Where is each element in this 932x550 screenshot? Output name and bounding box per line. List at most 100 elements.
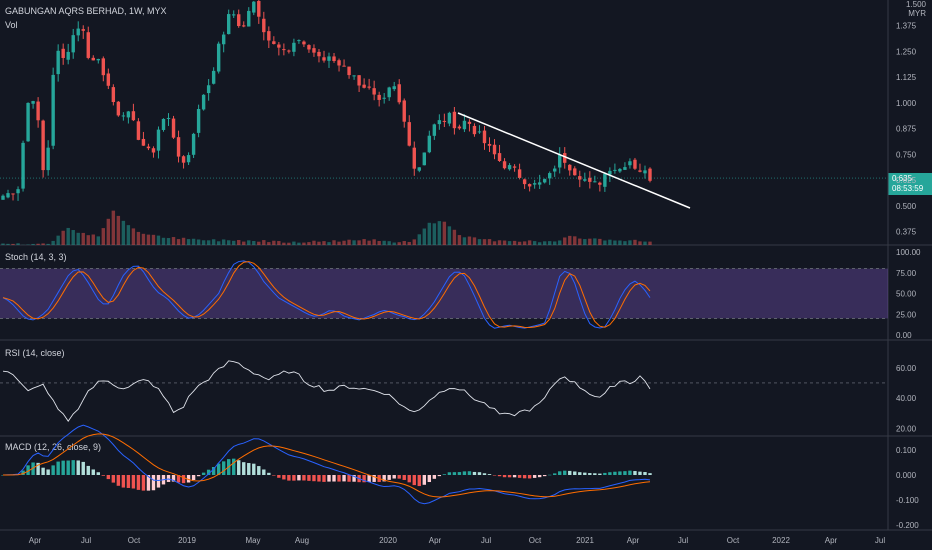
candle-body bbox=[196, 108, 201, 133]
candle-body bbox=[146, 146, 151, 149]
volume-bar bbox=[66, 227, 70, 245]
macd-histogram-bar bbox=[1, 475, 5, 476]
volume-bar bbox=[41, 243, 45, 245]
volume-bar bbox=[397, 242, 401, 245]
volume-bar bbox=[221, 239, 226, 245]
candle-body bbox=[387, 87, 391, 98]
price-tick-label: 0.500 bbox=[896, 202, 917, 211]
macd-tick-label: -0.100 bbox=[896, 496, 919, 505]
candle-body bbox=[76, 28, 80, 36]
macd-histogram-bar bbox=[272, 475, 276, 476]
macd-histogram-bar bbox=[427, 475, 432, 483]
candle-body bbox=[357, 75, 361, 86]
stoch-d-line bbox=[2, 261, 651, 329]
candle-body bbox=[242, 25, 246, 27]
macd-histogram-bar bbox=[262, 469, 266, 475]
x-tick-label: Oct bbox=[529, 536, 542, 545]
macd-histogram-bar bbox=[186, 475, 191, 483]
macd-histogram-bar bbox=[407, 475, 411, 483]
macd-histogram-bar bbox=[532, 475, 537, 478]
macd-histogram-bar bbox=[537, 475, 542, 478]
macd-histogram-bar bbox=[126, 475, 131, 488]
volume-bar bbox=[372, 239, 376, 245]
macd-histogram-bar bbox=[242, 462, 246, 475]
candle-body bbox=[176, 137, 181, 157]
macd-histogram-bar bbox=[502, 475, 507, 478]
candle-body bbox=[608, 170, 612, 175]
stoch-tick-label: 75.00 bbox=[896, 269, 917, 278]
candle-body bbox=[302, 41, 306, 45]
macd-histogram-bar bbox=[507, 475, 512, 478]
volume-bar bbox=[482, 239, 487, 245]
macd-histogram-bar bbox=[512, 475, 517, 478]
stoch-k-line bbox=[2, 260, 651, 329]
x-tick-label: 2020 bbox=[379, 536, 397, 545]
volume-bar bbox=[507, 241, 512, 245]
volume-bar bbox=[427, 222, 432, 245]
candle-body bbox=[502, 161, 507, 169]
x-tick-label: Aug bbox=[295, 536, 309, 545]
candle-body bbox=[407, 122, 411, 146]
candle-body bbox=[347, 66, 351, 76]
volume-bar bbox=[437, 221, 442, 245]
candle-body bbox=[437, 120, 442, 125]
macd-histogram-bar bbox=[447, 472, 452, 475]
candle-body bbox=[31, 101, 35, 104]
candle-body bbox=[91, 57, 95, 61]
macd-histogram-bar bbox=[191, 475, 196, 481]
volume-bar bbox=[101, 228, 106, 245]
macd-histogram-bar bbox=[297, 475, 301, 481]
candle-body bbox=[427, 135, 432, 153]
candle-body bbox=[507, 165, 512, 170]
volume-bar bbox=[156, 235, 161, 245]
macd-histogram-bar bbox=[292, 475, 296, 481]
macd-histogram-bar bbox=[452, 472, 457, 475]
macd-histogram-bar bbox=[608, 472, 612, 475]
volume-bar bbox=[282, 242, 286, 245]
macd-histogram-bar bbox=[21, 470, 25, 475]
candle-body bbox=[497, 153, 502, 162]
macd-histogram-bar bbox=[362, 475, 366, 483]
volume-bar bbox=[643, 241, 647, 245]
macd-histogram-bar bbox=[573, 471, 577, 475]
candle-body bbox=[472, 125, 477, 135]
macd-histogram-bar bbox=[467, 471, 472, 475]
volume-bar bbox=[362, 239, 366, 245]
volume-bar bbox=[367, 240, 371, 245]
macd-histogram-bar bbox=[553, 473, 557, 475]
candle-body bbox=[397, 84, 401, 103]
macd-histogram-bar bbox=[81, 461, 85, 475]
candle-body bbox=[312, 48, 316, 53]
candle-body bbox=[462, 120, 467, 130]
volume-bar bbox=[452, 229, 457, 245]
volume-bar bbox=[467, 236, 472, 245]
volume-bar bbox=[226, 240, 231, 245]
candle-body bbox=[477, 131, 482, 133]
candle-body bbox=[267, 31, 271, 41]
rsi-line bbox=[2, 360, 651, 422]
macd-histogram-bar bbox=[593, 473, 597, 475]
candle-body bbox=[588, 177, 592, 182]
candle-body bbox=[638, 170, 642, 172]
candle-body bbox=[186, 155, 191, 163]
volume-bar bbox=[342, 240, 346, 245]
macd-histogram-bar bbox=[136, 475, 141, 490]
candle-body bbox=[618, 168, 622, 172]
volume-bar bbox=[51, 240, 55, 245]
candle-body bbox=[86, 32, 90, 58]
volume-bar bbox=[36, 243, 40, 245]
macd-histogram-bar bbox=[487, 474, 492, 475]
candle-body bbox=[492, 144, 497, 155]
macd-histogram-bar bbox=[482, 473, 487, 475]
macd-histogram-bar bbox=[422, 475, 427, 485]
volume-bar bbox=[176, 239, 181, 245]
macd-histogram-bar bbox=[116, 475, 121, 486]
macd-histogram-bar bbox=[628, 470, 632, 475]
stoch-tick-label: 0.00 bbox=[896, 331, 912, 340]
volume-bar bbox=[91, 234, 95, 245]
candle-body bbox=[161, 118, 166, 130]
candle-body bbox=[226, 14, 231, 35]
currency-label: 1.500 MYR bbox=[906, 0, 926, 18]
macd-histogram-bar bbox=[181, 475, 186, 484]
